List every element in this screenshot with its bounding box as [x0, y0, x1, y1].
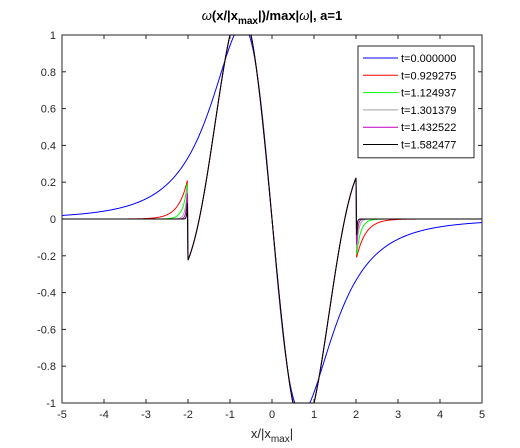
legend-label-5: t=1.582477	[401, 140, 456, 152]
y-tick-label: -0.8	[37, 361, 56, 373]
x-tick-label: -5	[57, 409, 67, 421]
legend-box	[357, 45, 475, 159]
y-tick-label: -1	[46, 398, 56, 410]
x-tick-label: 3	[395, 409, 401, 421]
x-tick-label: 1	[311, 409, 317, 421]
legend-label-1: t=0.929275	[401, 70, 456, 82]
y-tick-label: 0.8	[41, 67, 56, 79]
y-tick-label: 1	[50, 30, 56, 42]
legend-label-0: t=0.000000	[401, 53, 456, 65]
y-tick-label: 0.2	[41, 177, 56, 189]
y-tick-label: -0.6	[37, 324, 56, 336]
x-axis-label: x/|xmax|	[251, 426, 293, 445]
y-tick-label: -0.2	[37, 251, 56, 263]
x-tick-label: -1	[225, 409, 235, 421]
legend-label-2: t=1.124937	[401, 88, 456, 100]
y-tick-label: 0.6	[41, 104, 56, 116]
chart-title: ω(x/|xmax|)/max|ω|, a=1	[202, 8, 342, 27]
x-tick-label: -3	[141, 409, 151, 421]
x-tick-label: 4	[437, 409, 443, 421]
legend-label-3: t=1.301379	[401, 105, 456, 117]
x-tick-label: -2	[183, 409, 193, 421]
legend-label-4: t=1.432522	[401, 122, 456, 134]
axes: -5 -4 -3 -2 -1 0 1 2 3 4 5 1 0.8 0.6 0.4 0.2 0 -0.2 -0.4 -0…	[37, 30, 485, 421]
x-tick-label: 0	[269, 409, 275, 421]
x-tick-label: -4	[99, 409, 109, 421]
x-tick-label: 5	[479, 409, 485, 421]
series-line-5	[62, 34, 482, 404]
x-tick-label: 2	[353, 409, 359, 421]
legend: t=0.000000 t=0.929275 t=1.124937 t=1.301379…	[357, 45, 475, 159]
y-tick-label: 0	[50, 214, 56, 226]
series-layer	[61, 34, 483, 404]
y-tick-label: -0.4	[37, 288, 56, 300]
y-tick-label: 0.4	[41, 140, 56, 152]
